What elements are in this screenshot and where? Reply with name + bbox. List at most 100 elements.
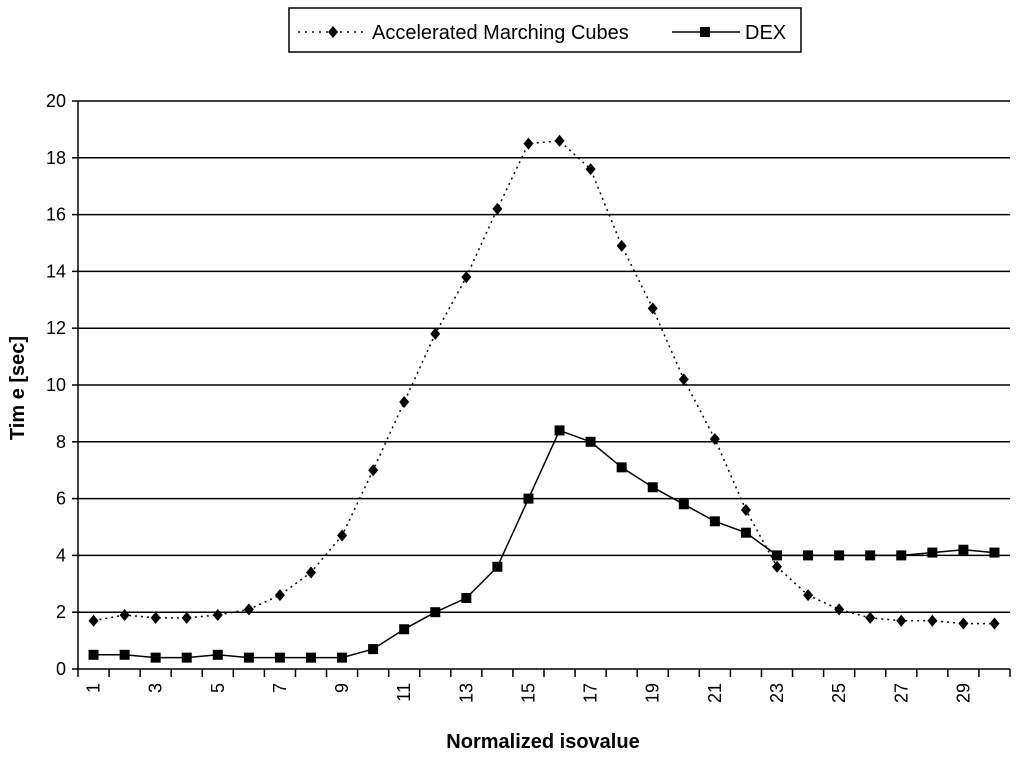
gridlines <box>78 100 1010 613</box>
legend-amc-marker <box>328 26 338 38</box>
y-tick-label: 4 <box>56 545 66 565</box>
data-point-amc <box>647 302 658 315</box>
series-line-amc <box>93 140 995 625</box>
data-point-dex <box>772 550 782 561</box>
x-tick-label: 25 <box>829 683 849 703</box>
x-tick-label: 1 <box>84 683 104 693</box>
data-point-dex <box>647 482 658 493</box>
data-point-dex <box>150 652 161 663</box>
data-point-amc <box>181 611 192 624</box>
x-tick-label: 29 <box>953 683 973 703</box>
x-tick-label: 13 <box>456 683 476 703</box>
data-point-amc <box>368 464 379 477</box>
x-tick-labels: 1 3 5 7 9 11 13 15 17 19 21 23 25 27 29 <box>84 683 974 703</box>
data-point-amc <box>927 614 938 627</box>
y-tick-label: 12 <box>46 318 66 338</box>
data-point-amc <box>430 327 441 340</box>
data-point-amc <box>554 134 565 147</box>
data-point-dex <box>958 544 969 555</box>
y-tick-label: 20 <box>46 91 66 111</box>
data-point-amc <box>740 503 751 516</box>
data-point-amc <box>212 609 223 622</box>
data-point-dex <box>927 547 938 558</box>
data-point-dex <box>989 547 1000 558</box>
data-point-amc <box>399 396 410 409</box>
x-axis-title: Normalized isovalue <box>446 731 639 753</box>
x-tick-label: 21 <box>705 683 725 703</box>
data-point-amc <box>274 589 285 602</box>
data-point-amc <box>523 137 534 150</box>
data-point-amc <box>865 611 876 624</box>
data-point-dex <box>430 607 441 618</box>
data-point-dex <box>368 644 379 655</box>
data-point-dex <box>119 649 130 660</box>
y-axis-title: Tim e [sec] <box>7 336 29 440</box>
y-tick-label: 0 <box>56 659 66 679</box>
data-point-amc <box>678 373 689 386</box>
y-tick-label: 8 <box>56 432 66 452</box>
x-tick-label: 5 <box>208 683 228 693</box>
data-point-amc <box>337 529 348 542</box>
y-tick-labels: 0 2 4 6 8 10 12 14 16 18 20 <box>46 91 66 679</box>
data-point-dex <box>212 649 223 660</box>
data-point-amc <box>461 271 472 284</box>
x-tick-label: 27 <box>891 683 911 703</box>
data-point-amc <box>88 614 99 627</box>
data-point-amc <box>585 163 596 176</box>
data-point-amc <box>243 603 254 616</box>
legend-dex-label: DEX <box>745 22 786 44</box>
data-point-amc <box>492 202 503 215</box>
legend-entry-dex: DEX <box>672 22 786 44</box>
y-tick-label: 14 <box>46 261 66 281</box>
data-point-dex <box>834 550 845 561</box>
data-point-dex <box>399 624 410 635</box>
series-layer <box>88 134 1000 663</box>
data-point-dex <box>896 550 907 561</box>
data-point-amc <box>306 566 316 579</box>
data-point-dex <box>865 550 876 561</box>
data-point-amc <box>803 589 814 602</box>
data-point-dex <box>523 493 534 504</box>
legend-amc-label: Accelerated Marching Cubes <box>372 22 629 44</box>
data-point-amc <box>772 560 782 573</box>
legend-dex-marker <box>700 27 710 37</box>
y-tick-label: 16 <box>46 205 66 225</box>
series-amc <box>88 134 1000 630</box>
data-point-dex <box>709 516 720 527</box>
data-point-amc <box>709 432 720 445</box>
x-tick-label: 19 <box>643 683 663 703</box>
data-point-dex <box>461 593 472 603</box>
y-tick-label: 6 <box>56 489 66 509</box>
data-point-dex <box>585 436 596 447</box>
data-point-dex <box>243 652 254 663</box>
data-point-amc <box>958 617 969 630</box>
data-point-dex <box>88 649 99 660</box>
data-point-amc <box>616 239 627 252</box>
data-point-amc <box>150 611 161 624</box>
y-tick-label: 18 <box>46 148 66 168</box>
x-tick-label: 23 <box>767 683 787 703</box>
data-point-dex <box>337 652 348 663</box>
x-tick-label: 7 <box>270 683 290 693</box>
data-point-amc <box>896 614 907 627</box>
y-tick-label: 10 <box>46 375 66 395</box>
x-tick-label: 9 <box>332 683 352 693</box>
data-point-dex <box>678 499 689 510</box>
data-point-dex <box>274 652 285 663</box>
data-point-dex <box>740 527 751 538</box>
x-tick-label: 17 <box>581 683 601 703</box>
x-tick-label: 15 <box>518 683 538 703</box>
data-point-dex <box>492 561 503 572</box>
legend: Accelerated Marching Cubes DEX <box>288 7 802 53</box>
data-point-amc <box>834 603 845 616</box>
legend-box <box>288 7 802 53</box>
series-dex <box>88 425 1000 663</box>
x-tick-label: 11 <box>394 683 414 702</box>
series-line-dex <box>93 429 995 659</box>
axes <box>72 100 1011 677</box>
data-point-dex <box>803 550 814 561</box>
data-point-dex <box>181 652 192 663</box>
y-tick-label: 2 <box>56 602 66 622</box>
